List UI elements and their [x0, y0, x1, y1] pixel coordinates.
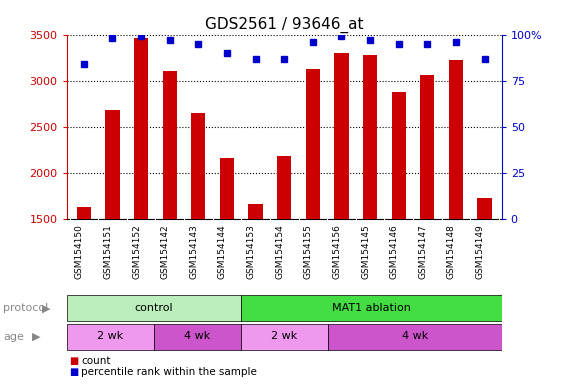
Text: GSM154155: GSM154155 — [304, 224, 313, 279]
Text: GSM154144: GSM154144 — [218, 224, 227, 279]
Bar — [77, 207, 91, 219]
Text: protocol: protocol — [3, 303, 48, 313]
Title: GDS2561 / 93646_at: GDS2561 / 93646_at — [205, 17, 364, 33]
Text: percentile rank within the sample: percentile rank within the sample — [81, 367, 257, 377]
Bar — [449, 60, 463, 219]
Text: GSM154150: GSM154150 — [75, 224, 84, 279]
Text: GSM154147: GSM154147 — [418, 224, 427, 279]
Bar — [420, 75, 434, 219]
Text: GSM154152: GSM154152 — [132, 224, 141, 279]
Bar — [220, 158, 234, 219]
Bar — [134, 38, 148, 219]
Text: ▶: ▶ — [32, 332, 41, 342]
Text: ■: ■ — [70, 367, 79, 377]
Text: GSM154146: GSM154146 — [390, 224, 398, 279]
Text: 2 wk: 2 wk — [97, 331, 124, 341]
Text: GSM154154: GSM154154 — [275, 224, 284, 279]
Bar — [334, 53, 349, 219]
Text: age: age — [3, 332, 24, 342]
Bar — [106, 110, 119, 219]
Text: 4 wk: 4 wk — [401, 331, 428, 341]
Bar — [363, 55, 377, 219]
Bar — [241, 324, 328, 350]
Bar — [392, 92, 406, 219]
Text: control: control — [135, 303, 173, 313]
Text: GSM154153: GSM154153 — [246, 224, 256, 279]
Text: GSM154145: GSM154145 — [361, 224, 370, 279]
Bar — [162, 71, 177, 219]
Text: GSM154148: GSM154148 — [447, 224, 456, 279]
Text: MAT1 ablation: MAT1 ablation — [332, 303, 411, 313]
Text: GSM154156: GSM154156 — [332, 224, 342, 279]
Bar — [477, 198, 492, 219]
Bar — [277, 156, 291, 219]
Bar — [67, 324, 154, 350]
Bar — [67, 295, 241, 321]
Bar — [191, 113, 205, 219]
Text: ■: ■ — [70, 356, 79, 366]
Text: ▶: ▶ — [42, 303, 51, 313]
Text: GSM154149: GSM154149 — [476, 224, 484, 279]
Text: GSM154151: GSM154151 — [103, 224, 113, 279]
Text: GSM154143: GSM154143 — [189, 224, 198, 279]
Text: 2 wk: 2 wk — [271, 331, 298, 341]
Text: count: count — [81, 356, 111, 366]
Bar — [248, 204, 263, 219]
Bar — [154, 324, 241, 350]
Bar — [306, 69, 320, 219]
Bar — [328, 324, 502, 350]
Text: GSM154142: GSM154142 — [161, 224, 170, 279]
Bar — [241, 295, 502, 321]
Text: 4 wk: 4 wk — [184, 331, 211, 341]
